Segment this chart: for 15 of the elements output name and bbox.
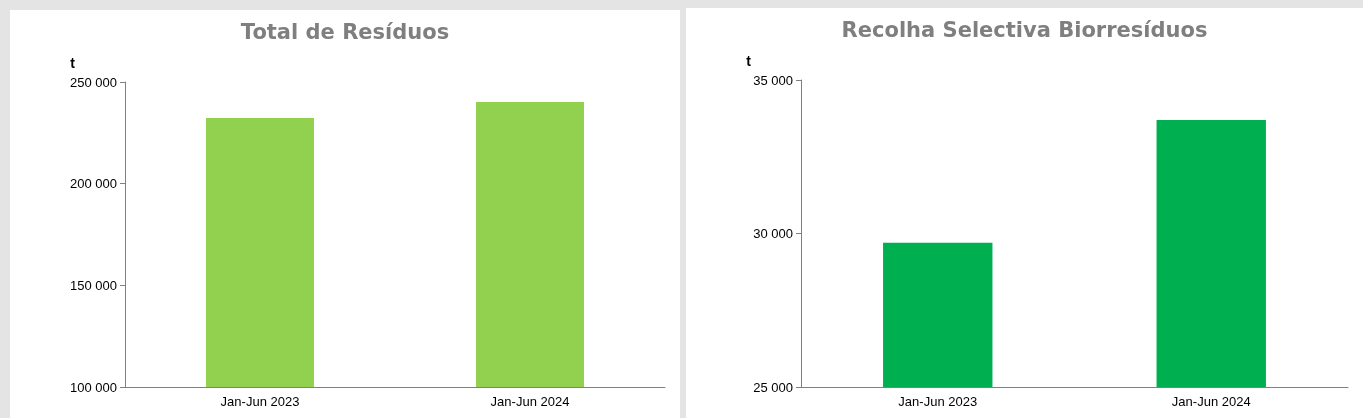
y-tick-label: 200 000 (70, 176, 117, 192)
x-tick-label: Jan-Jun 2023 (220, 394, 300, 409)
y-axis-title: t (746, 53, 752, 69)
x-tick-label: Jan-Jun 2024 (1171, 394, 1251, 409)
y-axis-title: t (70, 55, 76, 71)
y-tick-label: 150 000 (70, 277, 117, 293)
x-tick-label: Jan-Jun 2023 (898, 394, 978, 409)
y-tick-label: 100 000 (70, 379, 117, 395)
y-tick-label: 250 000 (70, 74, 117, 90)
y-tick-label: 30 000 (753, 226, 793, 241)
chart-title: Recolha Selectiva Biorresíduos (841, 17, 1208, 42)
y-tick-label: 35 000 (753, 72, 793, 88)
chart-title: Total de Resíduos (240, 19, 450, 44)
x-tick-label: Jan-Jun 2024 (490, 394, 570, 409)
y-tick-label: 25 000 (753, 379, 793, 395)
